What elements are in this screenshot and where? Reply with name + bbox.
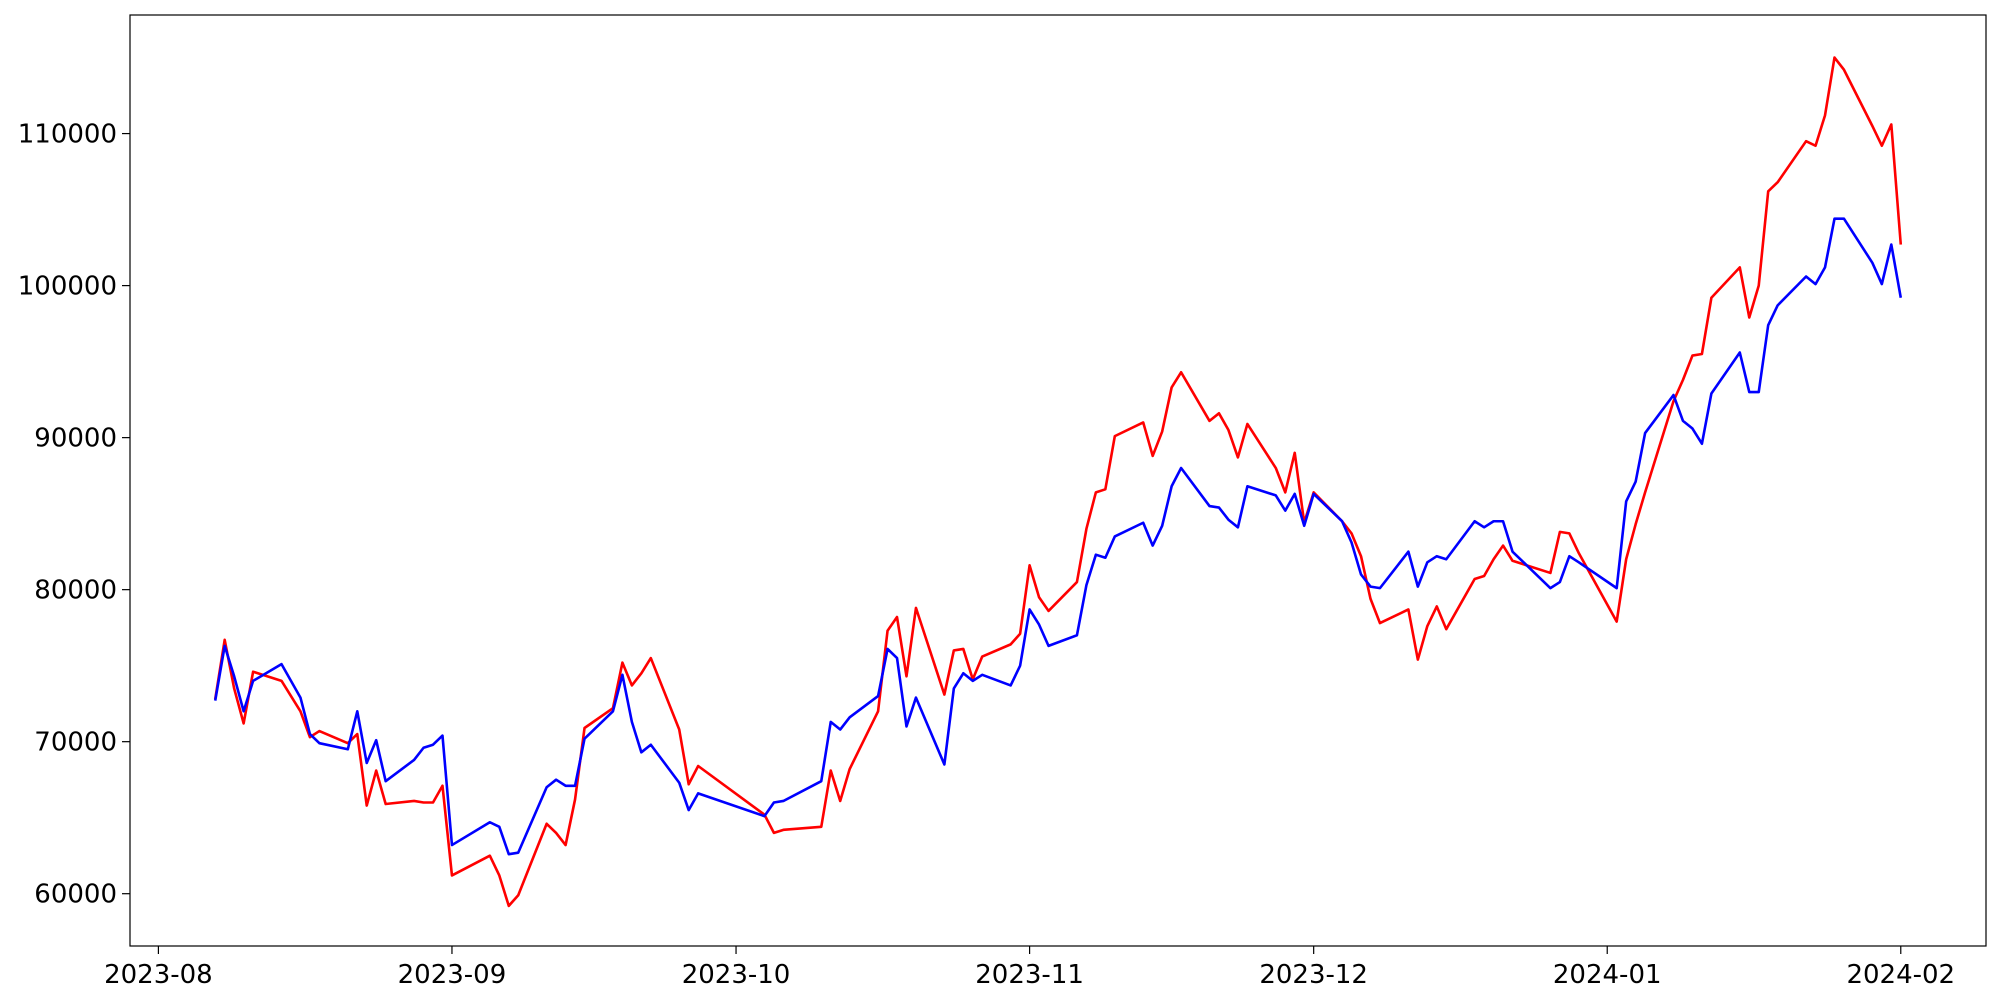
x-tick-label: 2023-12 bbox=[1259, 960, 1368, 990]
axes-frame bbox=[129, 14, 1987, 947]
y-tick-label: 80000 bbox=[34, 576, 117, 606]
x-tick-label: 2024-02 bbox=[1846, 960, 1955, 990]
y-tick-label: 90000 bbox=[34, 424, 117, 454]
y-tick-label: 110000 bbox=[18, 120, 117, 150]
x-tick-label: 2023-10 bbox=[682, 960, 791, 990]
x-tick-label: 2023-09 bbox=[398, 960, 507, 990]
y-tick-label: 70000 bbox=[34, 728, 117, 758]
x-tick-label: 2023-11 bbox=[975, 960, 1084, 990]
x-tick-label: 2023-08 bbox=[104, 960, 213, 990]
x-tick-label: 2024-01 bbox=[1553, 960, 1662, 990]
series-line bbox=[213, 217, 1903, 856]
y-tick-label: 60000 bbox=[34, 880, 117, 910]
series-line bbox=[213, 56, 1903, 908]
y-tick-label: 100000 bbox=[18, 272, 117, 302]
